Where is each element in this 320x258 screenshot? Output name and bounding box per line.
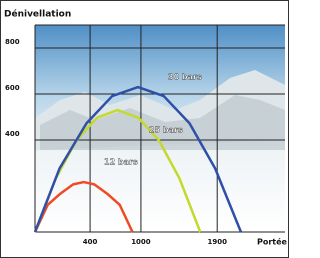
series-label: 25 bars <box>149 126 183 135</box>
chart: Dénivellation Portée 400 600 800 400 1000 190… <box>0 0 289 258</box>
series-label: 12 bars <box>104 158 138 167</box>
x-tick-label: 400 <box>83 238 98 246</box>
y-tick-label: 600 <box>5 84 20 92</box>
series-label: 30 bars <box>168 73 202 82</box>
y-tick-label: 400 <box>5 130 20 138</box>
y-tick-label: 800 <box>5 38 20 46</box>
chart-title: Dénivellation <box>4 9 71 20</box>
x-axis-label: Portée <box>257 237 288 247</box>
x-tick-label: 1900 <box>207 238 227 246</box>
x-tick-label: 1000 <box>131 238 151 246</box>
